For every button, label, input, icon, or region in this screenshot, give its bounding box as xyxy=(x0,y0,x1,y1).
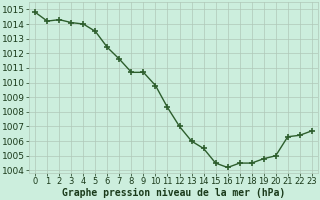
X-axis label: Graphe pression niveau de la mer (hPa): Graphe pression niveau de la mer (hPa) xyxy=(62,188,285,198)
